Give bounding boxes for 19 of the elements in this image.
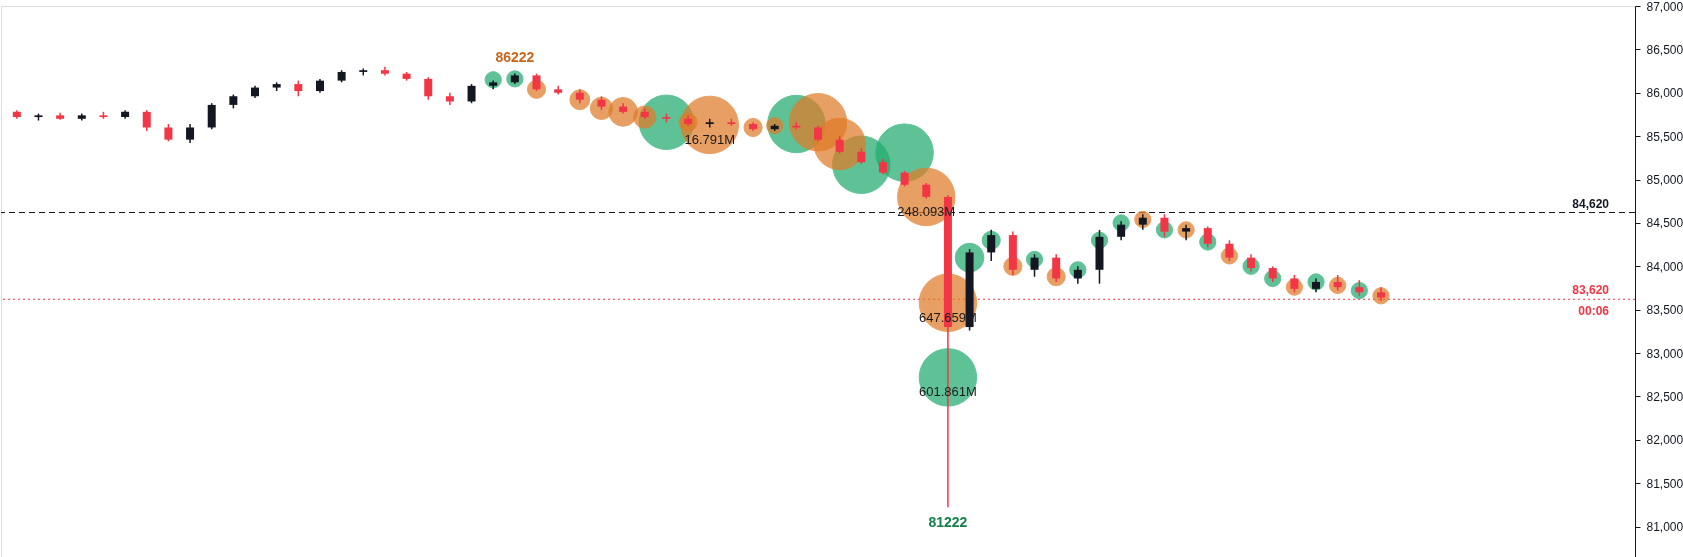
y-tick-label: 87,000 [1646, 0, 1683, 14]
annotation: 00:06 [1578, 304, 1610, 319]
y-tick-label: 82,500 [1646, 389, 1683, 404]
y-tick-label: 83,500 [1646, 303, 1683, 318]
y-tick-label: 86,500 [1646, 42, 1683, 57]
annotation: 86222 [495, 48, 535, 65]
y-tick-label: 83,000 [1646, 346, 1683, 361]
ref-line-label: 84,620 [1572, 196, 1610, 211]
y-tick-label: 85,000 [1646, 173, 1683, 188]
y-tick-label: 85,500 [1646, 129, 1683, 144]
y-tick-label: 84,500 [1646, 216, 1683, 231]
y-tick-label: 81,000 [1646, 520, 1683, 535]
y-tick-label: 84,000 [1646, 259, 1683, 274]
annotation: 81222 [928, 514, 968, 531]
ref-line-label: 83,620 [1572, 283, 1610, 298]
y-tick-label: 86,000 [1646, 86, 1683, 101]
y-tick-label: 81,500 [1646, 476, 1683, 491]
y-tick-label: 82,000 [1646, 433, 1683, 448]
annotation: 16.791M [684, 131, 736, 147]
